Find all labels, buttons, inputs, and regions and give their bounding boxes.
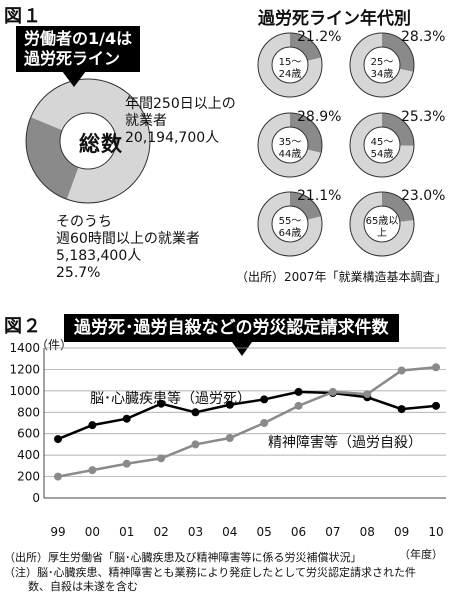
callout-line-1: 労働者の1/4は (24, 29, 133, 48)
age-pct-1: 21.2% (297, 29, 342, 45)
sub-text-line-2: 週60時間以上の就業者 (56, 231, 200, 247)
callout-box: 労働者の1/4は 過労死ライン (16, 26, 141, 72)
footnote-1: （出所）厚生労働省「脳･心臓疾患及び精神障害等に係る労災補償状況」 (4, 551, 362, 564)
age-donut-2 (349, 32, 415, 98)
age-donut-1 (257, 32, 323, 98)
figure1-source: （出所）2007年「就業構造基本調査」 (236, 270, 447, 284)
age-label-2: 25〜34歳 (370, 57, 394, 80)
series-1-point-99 (54, 472, 62, 481)
age-donut-2-slice (382, 33, 414, 72)
series-0-point-09 (397, 405, 406, 414)
age-donut-6-slice (382, 191, 414, 222)
age-pct-3: 28.9% (297, 109, 342, 125)
age-label-3: 35〜44歳 (278, 137, 302, 160)
series-0-point-05 (260, 395, 269, 404)
series-1-point-03 (191, 440, 200, 449)
age-label-6: 65歳以上 (365, 216, 399, 239)
age-pct-2: 28.3% (401, 29, 446, 45)
series-0-point-03 (191, 408, 200, 417)
total-donut (25, 78, 151, 204)
x-unit: （年度） (399, 548, 443, 561)
x-tick-99: 99 (50, 525, 65, 539)
line-chart: 0 200 400 600 800 1000 1200 1400 99 00 01 02 03 04 05 0… (9, 341, 446, 539)
x-tick-09: 09 (394, 525, 409, 539)
x-tick-03: 03 (188, 525, 203, 539)
series-line-1 (57, 366, 437, 478)
age-title: 過労死ライン年代別 (258, 9, 411, 29)
age-pct-5: 21.1% (297, 188, 342, 204)
sub-text-line-1: そのうち (56, 214, 112, 230)
age-donut-5-slice (290, 192, 322, 220)
series-0-point-04 (225, 400, 234, 409)
y-tick-400: 400 (17, 448, 40, 462)
age-label-1: 15〜24歳 (278, 57, 302, 80)
footnote-2: （注）脳･心臓疾患、精神障害とも業務により発症したとして労災認定請求された件 (4, 566, 416, 579)
figure2-label: 図２ (4, 316, 42, 337)
x-tick-07: 07 (325, 525, 340, 539)
series-0-point-06 (294, 387, 303, 396)
age-donut-5 (257, 191, 323, 257)
age-donut-3-slice (290, 113, 322, 153)
main-text: 年間250日以上の 就業者 20,194,700人 (125, 96, 236, 147)
y-tick-800: 800 (17, 405, 40, 419)
figure1-label: 図１ (4, 6, 42, 27)
figure1-graphics (25, 32, 415, 257)
main-text-line-2: 就業者 (125, 113, 167, 129)
age-label-4: 45〜54歳 (370, 137, 394, 160)
series-0-point-02 (157, 399, 166, 408)
footnote-3: 数、自殺は未遂を含む (28, 580, 138, 593)
age-donut-6 (349, 191, 415, 257)
age-pct-4: 25.3% (401, 109, 446, 125)
series-line-0 (57, 390, 437, 441)
title-pointer (232, 342, 252, 356)
main-text-line-3: 20,194,700人 (125, 130, 220, 146)
sub-text-line-4: 25.7% (56, 265, 101, 281)
y-tick-1400: 1400 (9, 341, 40, 355)
y-tick-1000: 1000 (9, 384, 40, 398)
x-tick-00: 00 (85, 525, 100, 539)
x-tick-05: 05 (257, 525, 272, 539)
figure2-title: 過労死･過労自殺などの労災認定請求件数 (64, 314, 399, 342)
series-0-point-10 (432, 401, 440, 410)
sub-text-line-3: 5,183,400人 (56, 248, 142, 264)
age-pct-6: 23.0% (401, 188, 446, 204)
y-unit: （件） (36, 338, 73, 352)
x-tick-08: 08 (360, 525, 375, 539)
age-label-5: 55〜64歳 (278, 216, 302, 239)
age-donut-1-slice (290, 33, 322, 61)
series-1-point-09 (397, 366, 406, 375)
series-0-point-00 (88, 421, 97, 430)
x-tick-01: 01 (119, 525, 134, 539)
sub-text: そのうち 週60時間以上の就業者 5,183,400人 25.7% (56, 214, 200, 282)
y-tick-0: 0 (32, 491, 40, 505)
series-1-point-06 (294, 401, 303, 410)
callout-line-2: 過労死ライン (24, 49, 121, 68)
x-tick-06: 06 (291, 525, 306, 539)
age-donut-3 (257, 112, 323, 178)
y-tick-200: 200 (17, 470, 40, 484)
series-1-point-10 (432, 363, 440, 372)
series-label-heart: 脳･心臓疾患等（過労死） (90, 391, 251, 407)
series-1-point-07 (328, 387, 337, 396)
x-tick-10: 10 (428, 525, 443, 539)
donut-center-label: 総数 (79, 132, 123, 156)
x-tick-02: 02 (153, 525, 168, 539)
series-1-point-01 (122, 459, 131, 468)
age-donut-4 (349, 112, 415, 178)
series-1-point-04 (225, 434, 234, 442)
age-donuts (257, 32, 415, 257)
series-0-point-99 (54, 435, 62, 444)
y-tick-1200: 1200 (9, 362, 40, 376)
series-label-mental: 精神障害等（過労自殺） (268, 435, 422, 451)
main-text-line-1: 年間250日以上の (125, 96, 236, 112)
series-1-point-02 (157, 454, 166, 463)
x-tick-04: 04 (222, 525, 237, 539)
series-1-point-08 (363, 390, 372, 399)
series-0-point-01 (122, 414, 131, 423)
callout-pointer (62, 71, 86, 87)
series-1-point-05 (260, 419, 269, 427)
series-1-point-00 (88, 466, 97, 475)
y-tick-600: 600 (17, 427, 40, 441)
age-donut-4-slice (382, 113, 414, 146)
